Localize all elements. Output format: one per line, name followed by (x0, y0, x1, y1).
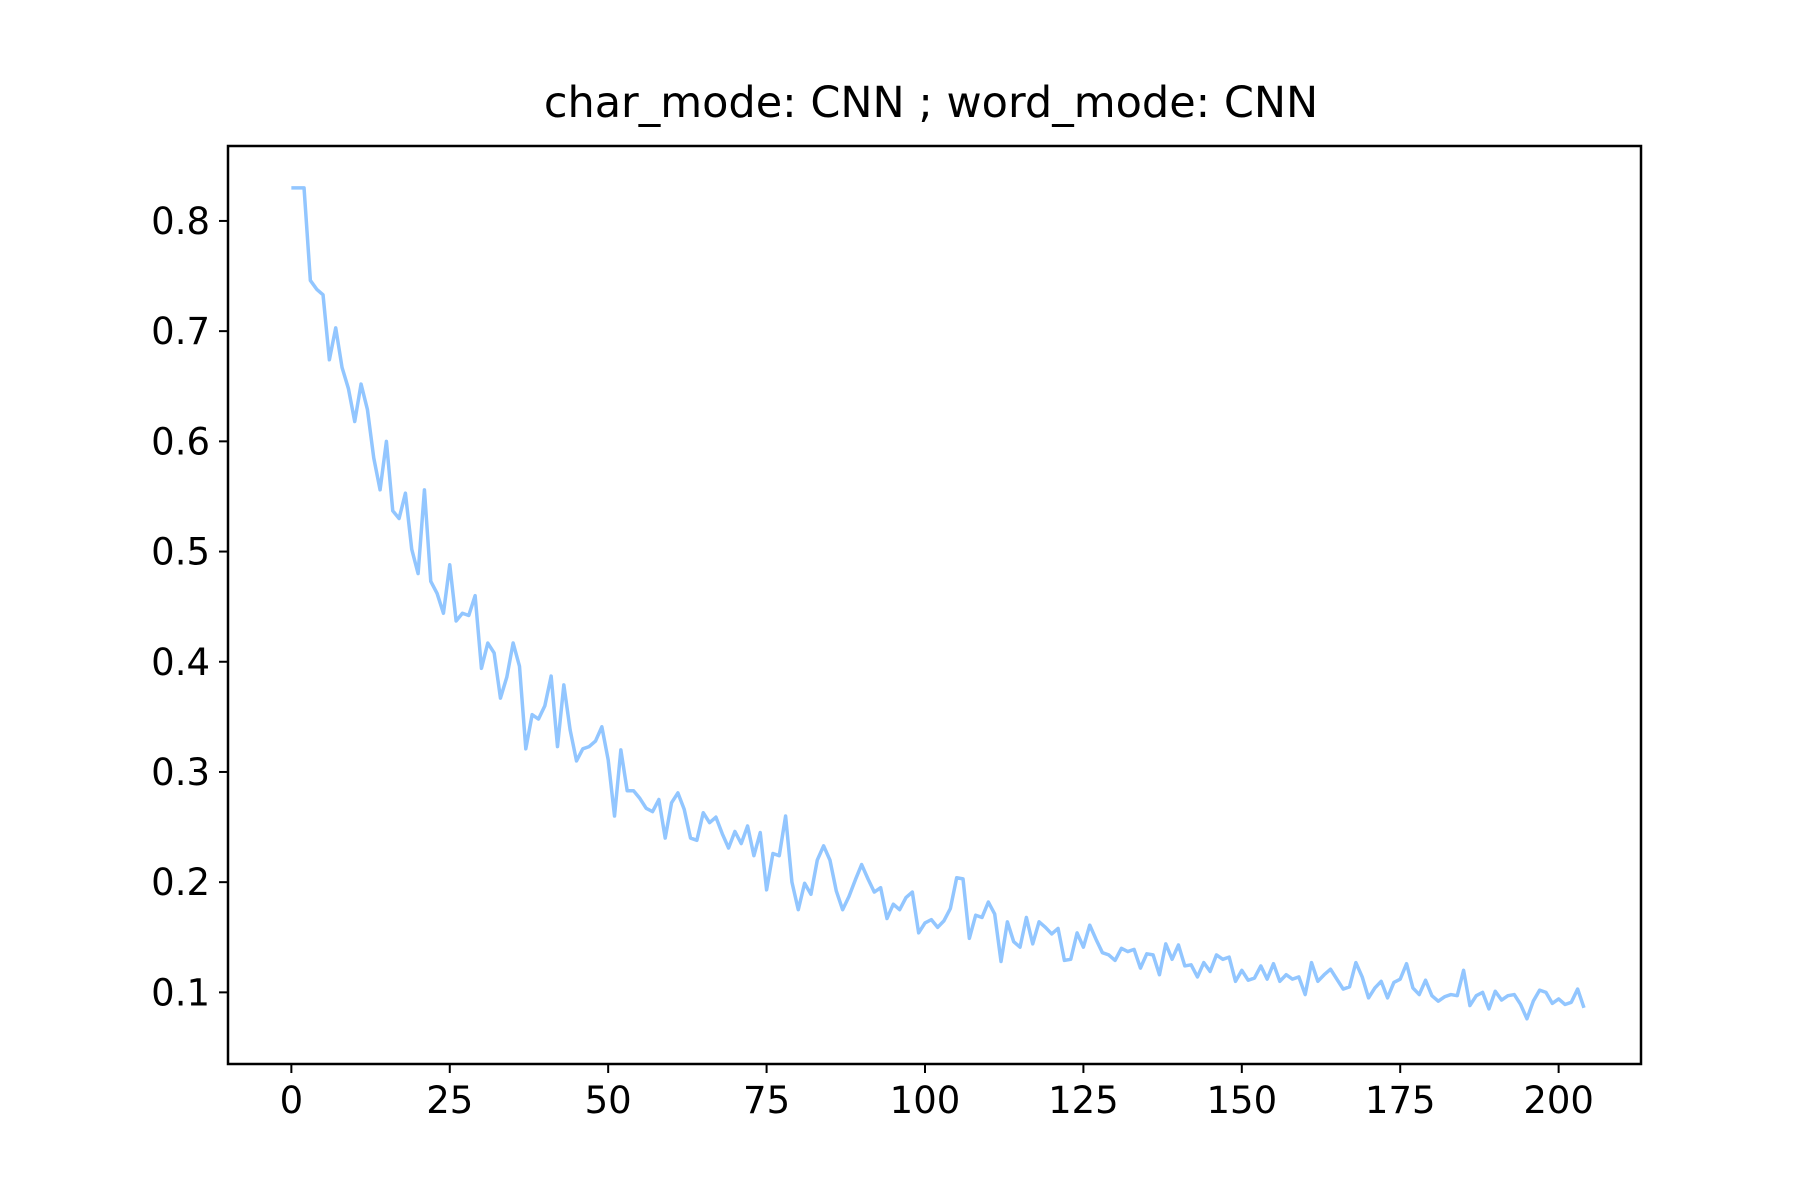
y-tick-label: 0.3 (151, 751, 210, 794)
y-tick-label: 0.4 (151, 641, 210, 684)
y-tick-label: 0.8 (151, 200, 210, 243)
plot-frame (226, 144, 1643, 1066)
y-tick-label: 0.5 (151, 531, 210, 574)
x-tick-label: 50 (585, 1079, 632, 1122)
y-tick-label: 0.1 (151, 971, 210, 1014)
x-tick-label: 175 (1365, 1079, 1436, 1122)
x-tick-label: 125 (1048, 1079, 1119, 1122)
y-tick-label: 0.6 (151, 420, 210, 463)
x-tick-label: 100 (890, 1079, 961, 1122)
x-tick-label: 0 (280, 1079, 304, 1122)
axis-ticks: 0 25 50 75 100 125 150 175 200 0.1 0.2 0.3 0.4 0.5 0.6… (151, 200, 1594, 1122)
x-tick-label: 75 (743, 1079, 790, 1122)
chart-title: char_mode: CNN ; word_mode: CNN (544, 78, 1318, 128)
series-line-0 (291, 186, 1586, 1021)
y-tick-label: 0.7 (151, 310, 210, 353)
x-tick-label: 200 (1523, 1079, 1594, 1122)
x-tick-label: 25 (426, 1079, 473, 1122)
x-tick-label: 150 (1206, 1079, 1277, 1122)
series-layer (291, 186, 1586, 1021)
y-tick-label: 0.2 (151, 861, 210, 904)
